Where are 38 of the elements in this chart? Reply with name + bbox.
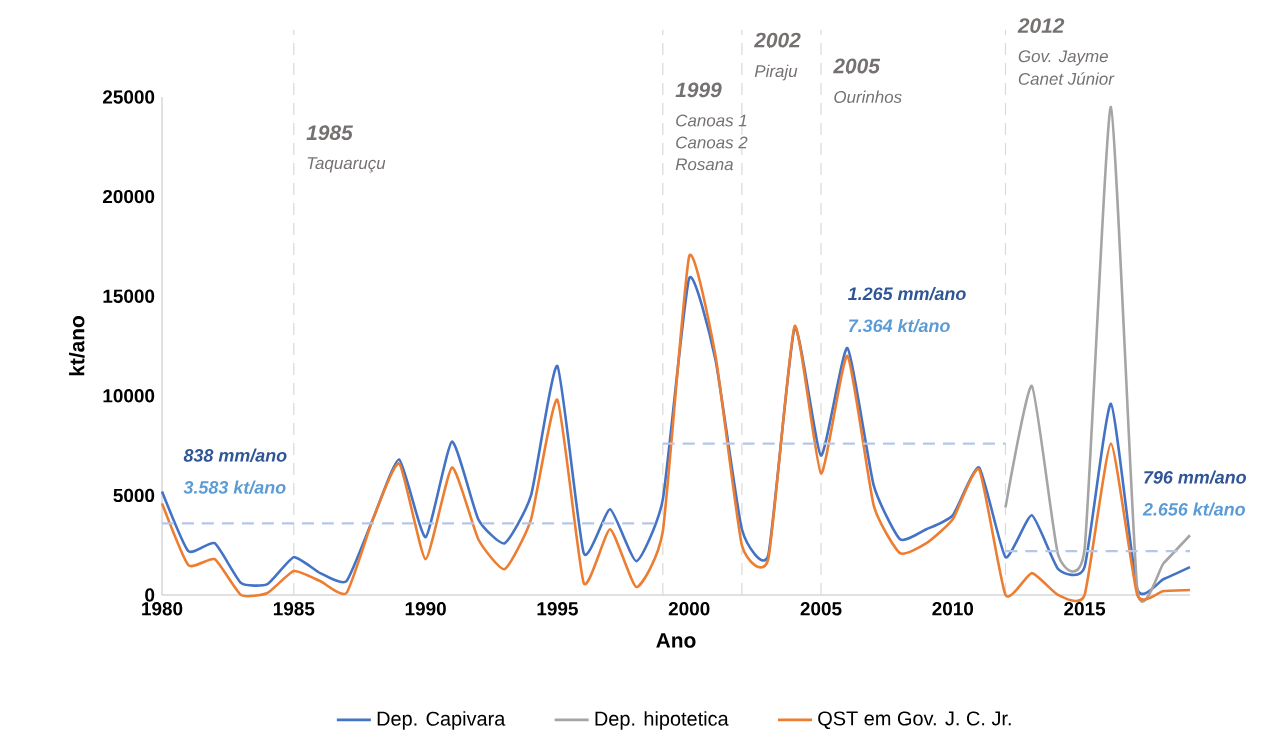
- annotation: 838 mm/ano: [183, 448, 287, 462]
- legend-label: Dep. hipotetica: [595, 711, 729, 730]
- y-tick-label: 20000: [102, 189, 155, 204]
- ref-line-label: 2002: [753, 32, 801, 48]
- annotation: 7.364 kt/ano: [848, 318, 950, 333]
- annotation: 796 mm/ano: [1144, 470, 1247, 484]
- annotation: Canoas 1: [676, 114, 747, 127]
- x-tick-label: 2000: [668, 602, 710, 616]
- y-tick-label: 0: [145, 588, 155, 602]
- y-axis-title: kt/ano: [69, 316, 85, 376]
- y-tick-label: 5000: [113, 488, 155, 503]
- ref-line-label: 2005: [833, 58, 881, 74]
- annotation: Gov. Jayme: [1018, 50, 1108, 66]
- ref-line-label: 2012: [1017, 18, 1065, 34]
- legend-label: Dep. Capivara: [377, 711, 506, 730]
- annotation: Canet Júnior: [1018, 72, 1115, 85]
- annotation: 3.583 kt/ano: [183, 480, 286, 494]
- ref-line-label: 1999: [675, 82, 722, 98]
- legend-label: QST em Gov. J. C. Jr.: [818, 711, 1011, 730]
- annotation: Rosana: [675, 158, 734, 171]
- x-tick-label: 1995: [537, 602, 578, 616]
- x-tick-label: 1980: [142, 602, 183, 616]
- annotation: Piraju: [754, 64, 798, 81]
- y-tick-label: 10000: [103, 389, 155, 403]
- ref-line-label: 1985: [306, 125, 353, 141]
- x-tick-label: 2010: [932, 602, 974, 616]
- x-axis-title: Ano: [656, 633, 696, 648]
- x-tick-label: 2015: [1064, 602, 1106, 616]
- annotation: 2.656 kt/ano: [1142, 502, 1246, 516]
- annotation: Ourinhos: [834, 90, 902, 103]
- annotation: Taquaruçu: [307, 157, 386, 173]
- annotation: 1.265 mm/ano: [848, 286, 966, 301]
- annotation: Canoas 2: [676, 136, 748, 149]
- y-tick-label: 25000: [102, 90, 155, 104]
- x-tick-label: 2005: [800, 602, 842, 616]
- x-tick-label: 1985: [273, 602, 315, 616]
- x-tick-label: 1990: [405, 602, 446, 616]
- y-tick-label: 15000: [103, 289, 155, 303]
